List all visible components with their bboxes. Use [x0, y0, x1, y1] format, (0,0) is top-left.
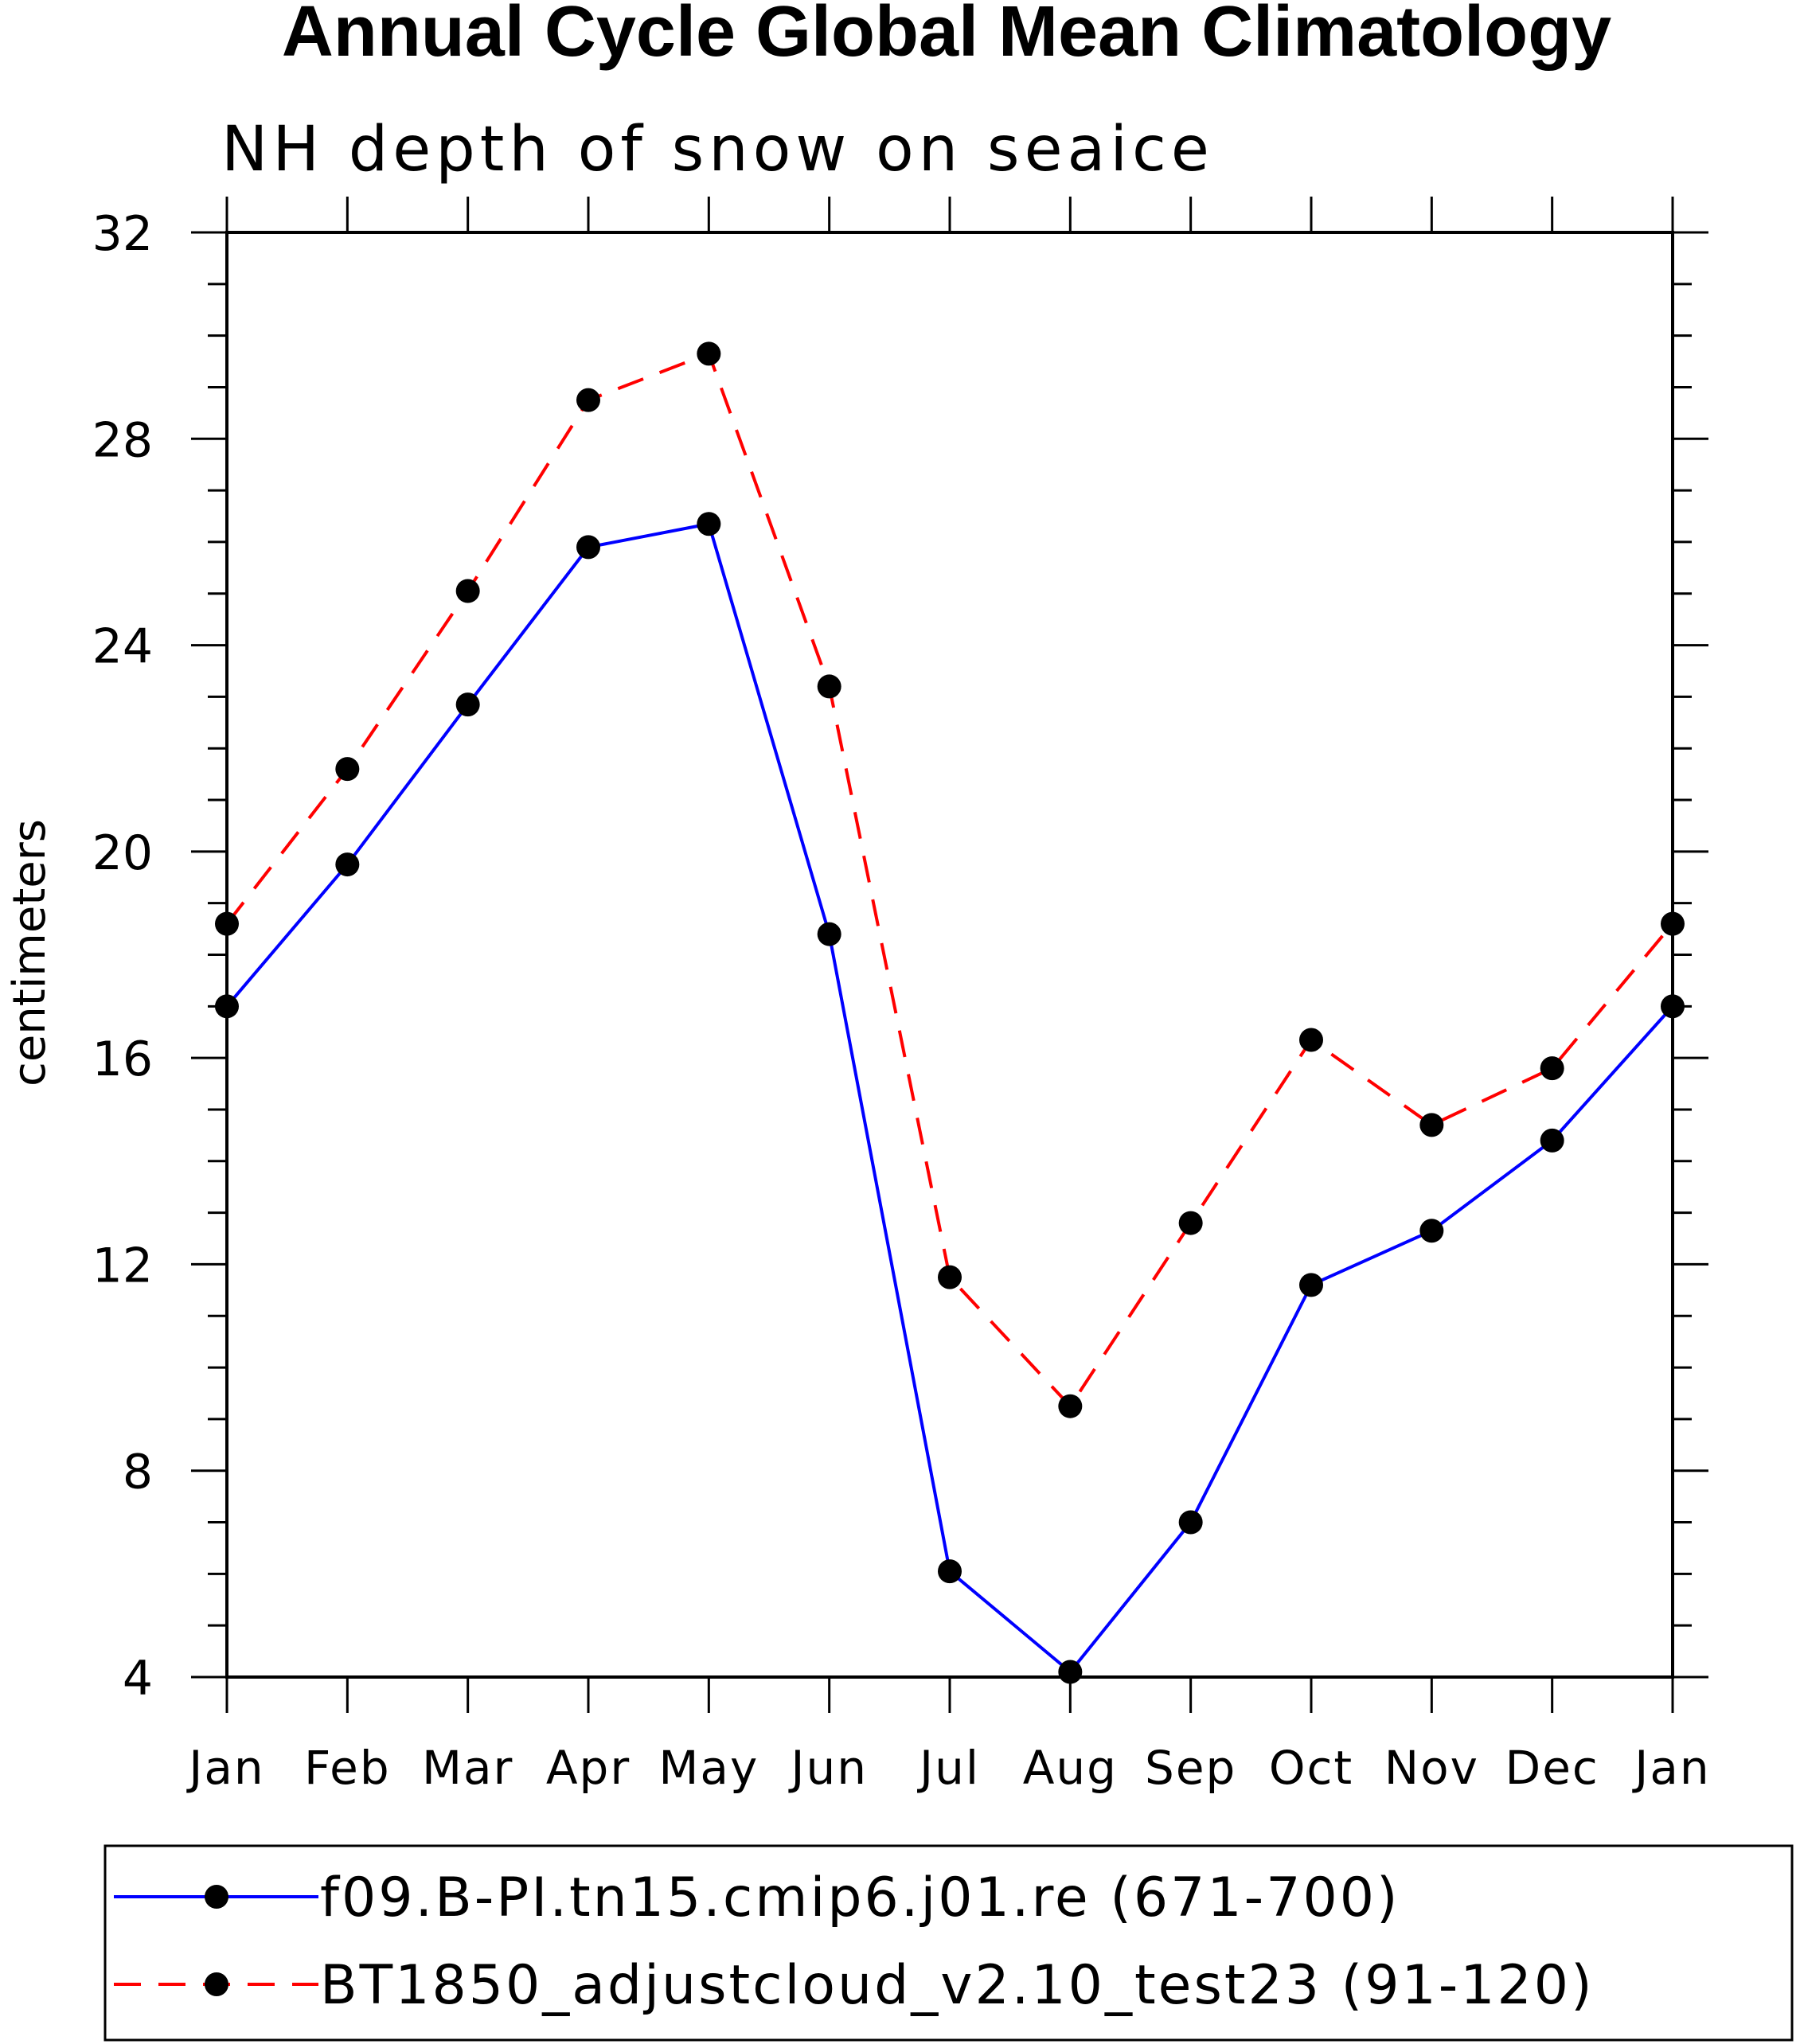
data-point-series-1	[1178, 1510, 1203, 1535]
x-tick-label: Jan	[1632, 1741, 1710, 1795]
legend-label-2: BT1850_adjustcloud_v2.10_test23 (91-120)	[320, 1954, 1595, 2017]
x-tick-label: May	[658, 1741, 759, 1795]
data-point-series-2	[1419, 1113, 1444, 1137]
data-point-series-2	[1540, 1056, 1564, 1081]
chart-title: Annual Cycle Global Mean Climatology	[282, 0, 1611, 72]
x-tick-label: Dec	[1505, 1741, 1599, 1795]
series-line-1	[225, 521, 1674, 1675]
data-point-series-2	[1178, 1211, 1203, 1235]
data-point-series-1	[1299, 1273, 1323, 1297]
data-point-series-2	[1299, 1028, 1323, 1052]
data-point-series-1	[1058, 1660, 1083, 1684]
data-point-series-1	[938, 1559, 962, 1584]
y-tick-label: 8	[123, 1445, 153, 1500]
legend-marker-2	[205, 1972, 228, 1996]
y-tick-label: 28	[92, 412, 153, 468]
y-tick-label: 20	[92, 825, 153, 881]
plot-frame	[225, 231, 1674, 1679]
data-point-series-1	[1419, 1219, 1444, 1243]
series-line-2	[225, 351, 1674, 1409]
data-point-series-2	[335, 757, 360, 782]
data-point-series-1	[1540, 1128, 1564, 1153]
y-tick-label: 16	[92, 1032, 153, 1087]
x-tick-label: Jan	[186, 1741, 264, 1795]
x-tick-label: Jun	[788, 1741, 868, 1795]
data-point-series-2	[576, 388, 600, 412]
data-point-series-1	[576, 535, 600, 560]
x-tick-label: Jul	[917, 1741, 980, 1795]
legend-marker-1	[205, 1885, 228, 1909]
series-lines	[215, 341, 1685, 1684]
data-point-series-1	[817, 922, 841, 946]
legend-entries: f09.B-PI.tn15.cmip6.j01.re (671-700) BT18…	[114, 1867, 1595, 2017]
x-tick-label: Feb	[304, 1741, 391, 1795]
y-tick-label: 32	[92, 206, 153, 262]
data-point-series-2	[817, 674, 841, 699]
x-tick-label: Mar	[422, 1741, 513, 1795]
x-tick-label: Oct	[1269, 1741, 1353, 1795]
data-point-series-1	[697, 512, 721, 536]
data-point-series-2	[697, 341, 721, 366]
legend: f09.B-PI.tn15.cmip6.j01.re (671-700) BT18…	[103, 1844, 1794, 2042]
chart-subtitle: NH depth of snow on seaice	[221, 114, 1214, 185]
x-tick-labels: Jan Feb Mar Apr May Jun Jul Aug Sep Oct Nov Dec Jan	[186, 1741, 1710, 1795]
x-tick-label: Sep	[1145, 1741, 1236, 1795]
y-tick-label: 24	[92, 619, 153, 675]
axis-ticks	[191, 197, 1708, 1713]
data-point-series-2	[1058, 1394, 1083, 1418]
x-tick-label: Apr	[546, 1741, 631, 1795]
x-tick-label: Aug	[1023, 1741, 1118, 1795]
legend-box	[103, 1844, 1794, 2042]
data-point-series-2	[938, 1265, 962, 1289]
y-tick-labels: 4 8 12 16 20 24 28 32	[92, 206, 153, 1707]
x-tick-label: Nov	[1384, 1741, 1479, 1795]
data-point-series-2	[455, 579, 480, 603]
data-point-series-1	[455, 692, 480, 717]
y-axis-label: centimeters	[4, 819, 56, 1086]
data-point-series-1	[335, 852, 360, 877]
legend-label-1: f09.B-PI.tn15.cmip6.j01.re (671-700)	[320, 1867, 1400, 1929]
y-tick-label: 12	[92, 1238, 153, 1293]
y-tick-label: 4	[123, 1651, 153, 1707]
